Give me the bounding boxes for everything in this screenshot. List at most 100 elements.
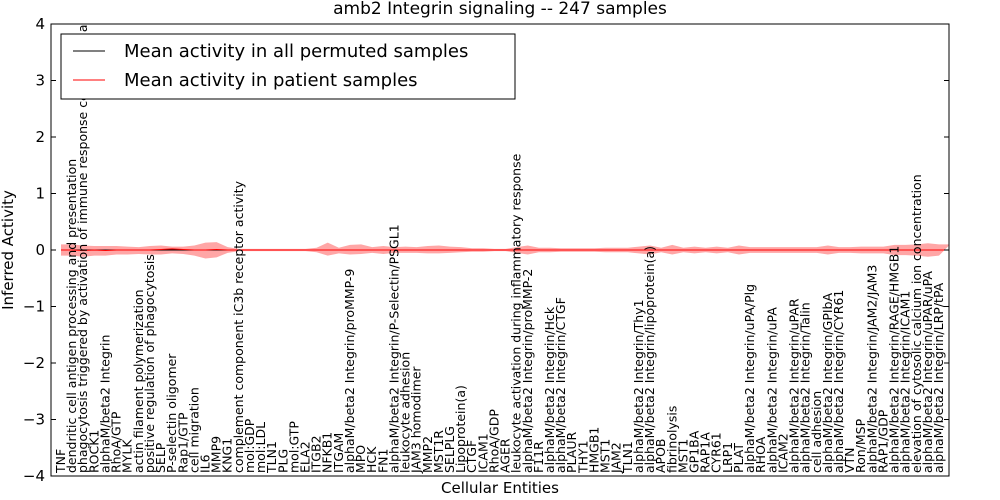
entity-label: alphaM/beta2 Integrin <box>97 335 112 473</box>
y-tick-label: −2 <box>23 354 45 372</box>
legend-box <box>60 33 516 100</box>
entity-label: cell adhesion <box>809 391 824 473</box>
entity-label: GP1BA <box>686 430 701 473</box>
entity-label: AGER <box>498 438 513 473</box>
entity-label: MPO <box>353 445 368 473</box>
entity-label: alphaM/beta2 Integrin/ICAM1 <box>898 291 913 473</box>
entity-label: alphaM/beta2 Integrin/proMMP-9 <box>342 269 357 473</box>
entity-label: cell migration <box>186 387 201 473</box>
entity-label: CYR61 <box>709 432 724 473</box>
entity-label: THY1 <box>575 440 590 474</box>
entity-label: LRP1 <box>720 442 735 473</box>
entity-label: leukocyte adhesion <box>398 352 413 473</box>
entity-label: MST1 <box>675 439 690 473</box>
entity-label: TLN1 <box>620 441 635 474</box>
entity-label: mol:GDP <box>242 418 257 473</box>
entity-label: ICAM2 <box>775 433 790 473</box>
y-tick-label: 2 <box>35 128 45 146</box>
entity-label: F11R <box>531 441 546 473</box>
entity-label: elevation of cytosolic calcium ion conce… <box>909 174 924 473</box>
entity-label: Rap1/GTP <box>175 412 190 473</box>
entity-label: alphaM/beta2 Integrin/RAGE/HMGB1 <box>887 246 902 473</box>
entity-label: alphaM/beta2 Integrin/uPAR <box>787 298 802 473</box>
entity-label: alphaM/beta2 Integrin/lipoprotein(a) <box>642 246 657 473</box>
y-axis: −4 −3 −2 −1 0 1 2 3 4 <box>23 15 949 485</box>
legend: Mean activity in all permuted samples Me… <box>60 33 516 100</box>
y-tick-label: 1 <box>35 185 45 203</box>
y-axis-label: Inferred Activity <box>0 190 17 310</box>
entity-label: alphaM/beta2 Integrin/P-Selectin/PSGL1 <box>386 224 401 473</box>
entity-label: PLAT <box>731 443 746 473</box>
entity-label: JAM2 <box>609 442 624 474</box>
entity-label: Lipoprotein(a) <box>453 385 468 473</box>
y-tick-label: 0 <box>35 241 45 259</box>
entity-label: actin filament polymerization <box>131 289 146 473</box>
entity-label: MYLK <box>120 439 135 473</box>
chart-title: amb2 Integrin signaling -- 247 samples <box>333 0 667 19</box>
entity-label: JAM3 homodimer <box>409 366 424 474</box>
entity-label: ITGAM <box>331 433 346 473</box>
entity-label: MMP9 <box>209 436 224 473</box>
entity-label: PLAUR <box>564 432 579 473</box>
entity-label: mol:LDL <box>253 422 268 473</box>
entity-label: phagocytosis triggered by activation of … <box>75 0 90 473</box>
entity-label: alphaM/beta2 Integrin/Talin <box>798 302 813 473</box>
legend-label-permuted: Mean activity in all permuted samples <box>124 41 468 62</box>
entity-label: MMP2 <box>420 436 435 473</box>
entity-label: PLG <box>275 449 290 473</box>
entity-label: alphaM/beta2 Integrin/Hck <box>542 306 557 473</box>
entity-label: RAP1A <box>698 432 713 473</box>
entity-label: HCK <box>364 446 379 473</box>
y-tick-label: −3 <box>23 411 45 429</box>
entity-label: CTGF <box>464 440 479 473</box>
entity-label: alphaM/beta2 Integrin/CYR61 <box>831 290 846 473</box>
entity-label: IL6 <box>197 454 212 473</box>
entity-label: alphaM/beta2 Integrin/uPAR/uPA <box>920 271 935 473</box>
entity-label: dendritic cell antigen processing and pr… <box>64 159 79 473</box>
patient-mean-line <box>61 248 949 252</box>
y-tick-label: −4 <box>23 467 45 485</box>
entity-label: ELA2 <box>298 441 313 473</box>
entity-label: positive regulation of phagocytosis <box>142 254 157 473</box>
entity-label: FN1 <box>375 448 390 473</box>
y-tick-label: 3 <box>35 72 45 90</box>
entity-label: VTN <box>842 447 857 473</box>
entity-label: ROCK1 <box>86 430 101 473</box>
series-line-layer <box>61 248 949 252</box>
entity-label: ITGB2 <box>309 435 324 473</box>
entity-label: TNF <box>53 449 68 474</box>
entity-label: HMGB1 <box>586 427 601 473</box>
entity-label: alphaM/beta2 Integrin/LRP/tPA <box>931 282 946 473</box>
entity-label: RhoA/GTP <box>109 411 124 473</box>
entity-label: fibrinolysis <box>664 406 679 473</box>
y-tick-label: −1 <box>23 298 45 316</box>
entity-label: RhoA/GDP <box>486 409 501 473</box>
entity-label: alphaM/beta2 Integrin/CTGF <box>553 297 568 473</box>
entity-label: KNG1 <box>220 438 235 473</box>
entity-label: NFKB1 <box>320 432 335 473</box>
entity-label: complement component iC3b receptor activ… <box>231 180 246 473</box>
entity-label: SELP <box>153 442 168 473</box>
entity-label: TLN1 <box>264 441 279 474</box>
legend-label-patient: Mean activity in patient samples <box>124 70 418 91</box>
entity-label: RHOA <box>753 436 768 473</box>
entity-label: alphaM/beta2 Integrin/uPA <box>764 307 779 473</box>
entity-label: alphaM/beta2 Integrin/JAM2/JAM3 <box>864 265 879 473</box>
entity-label: alphaM/beta2 Integrin/GPIbA <box>820 293 835 473</box>
entity-label: alphaM/beta2 Integrin/Thy1 <box>631 299 646 473</box>
entity-label: MST1 <box>598 439 613 473</box>
entity-label: alphaM/beta2 Integrin/uPA/Plg <box>742 284 757 473</box>
entity-label: Ron/MSP <box>853 418 868 473</box>
entity-label: APOB <box>653 438 668 473</box>
x-axis-label: Cellular Entities <box>441 479 559 497</box>
entity-label: mol:GTP <box>286 421 301 473</box>
entity-label: MST1R <box>431 430 446 473</box>
entity-label: RAP1/GDP <box>875 409 890 473</box>
y-tick-label: 4 <box>35 15 45 33</box>
entity-label: SELPLG <box>442 426 457 473</box>
entity-label: leukocyte activation during inflammatory… <box>509 153 524 473</box>
entity-label: ICAM1 <box>475 433 490 473</box>
entity-label: alphaM/beta2 Integrin/proMMP-2 <box>520 269 535 473</box>
